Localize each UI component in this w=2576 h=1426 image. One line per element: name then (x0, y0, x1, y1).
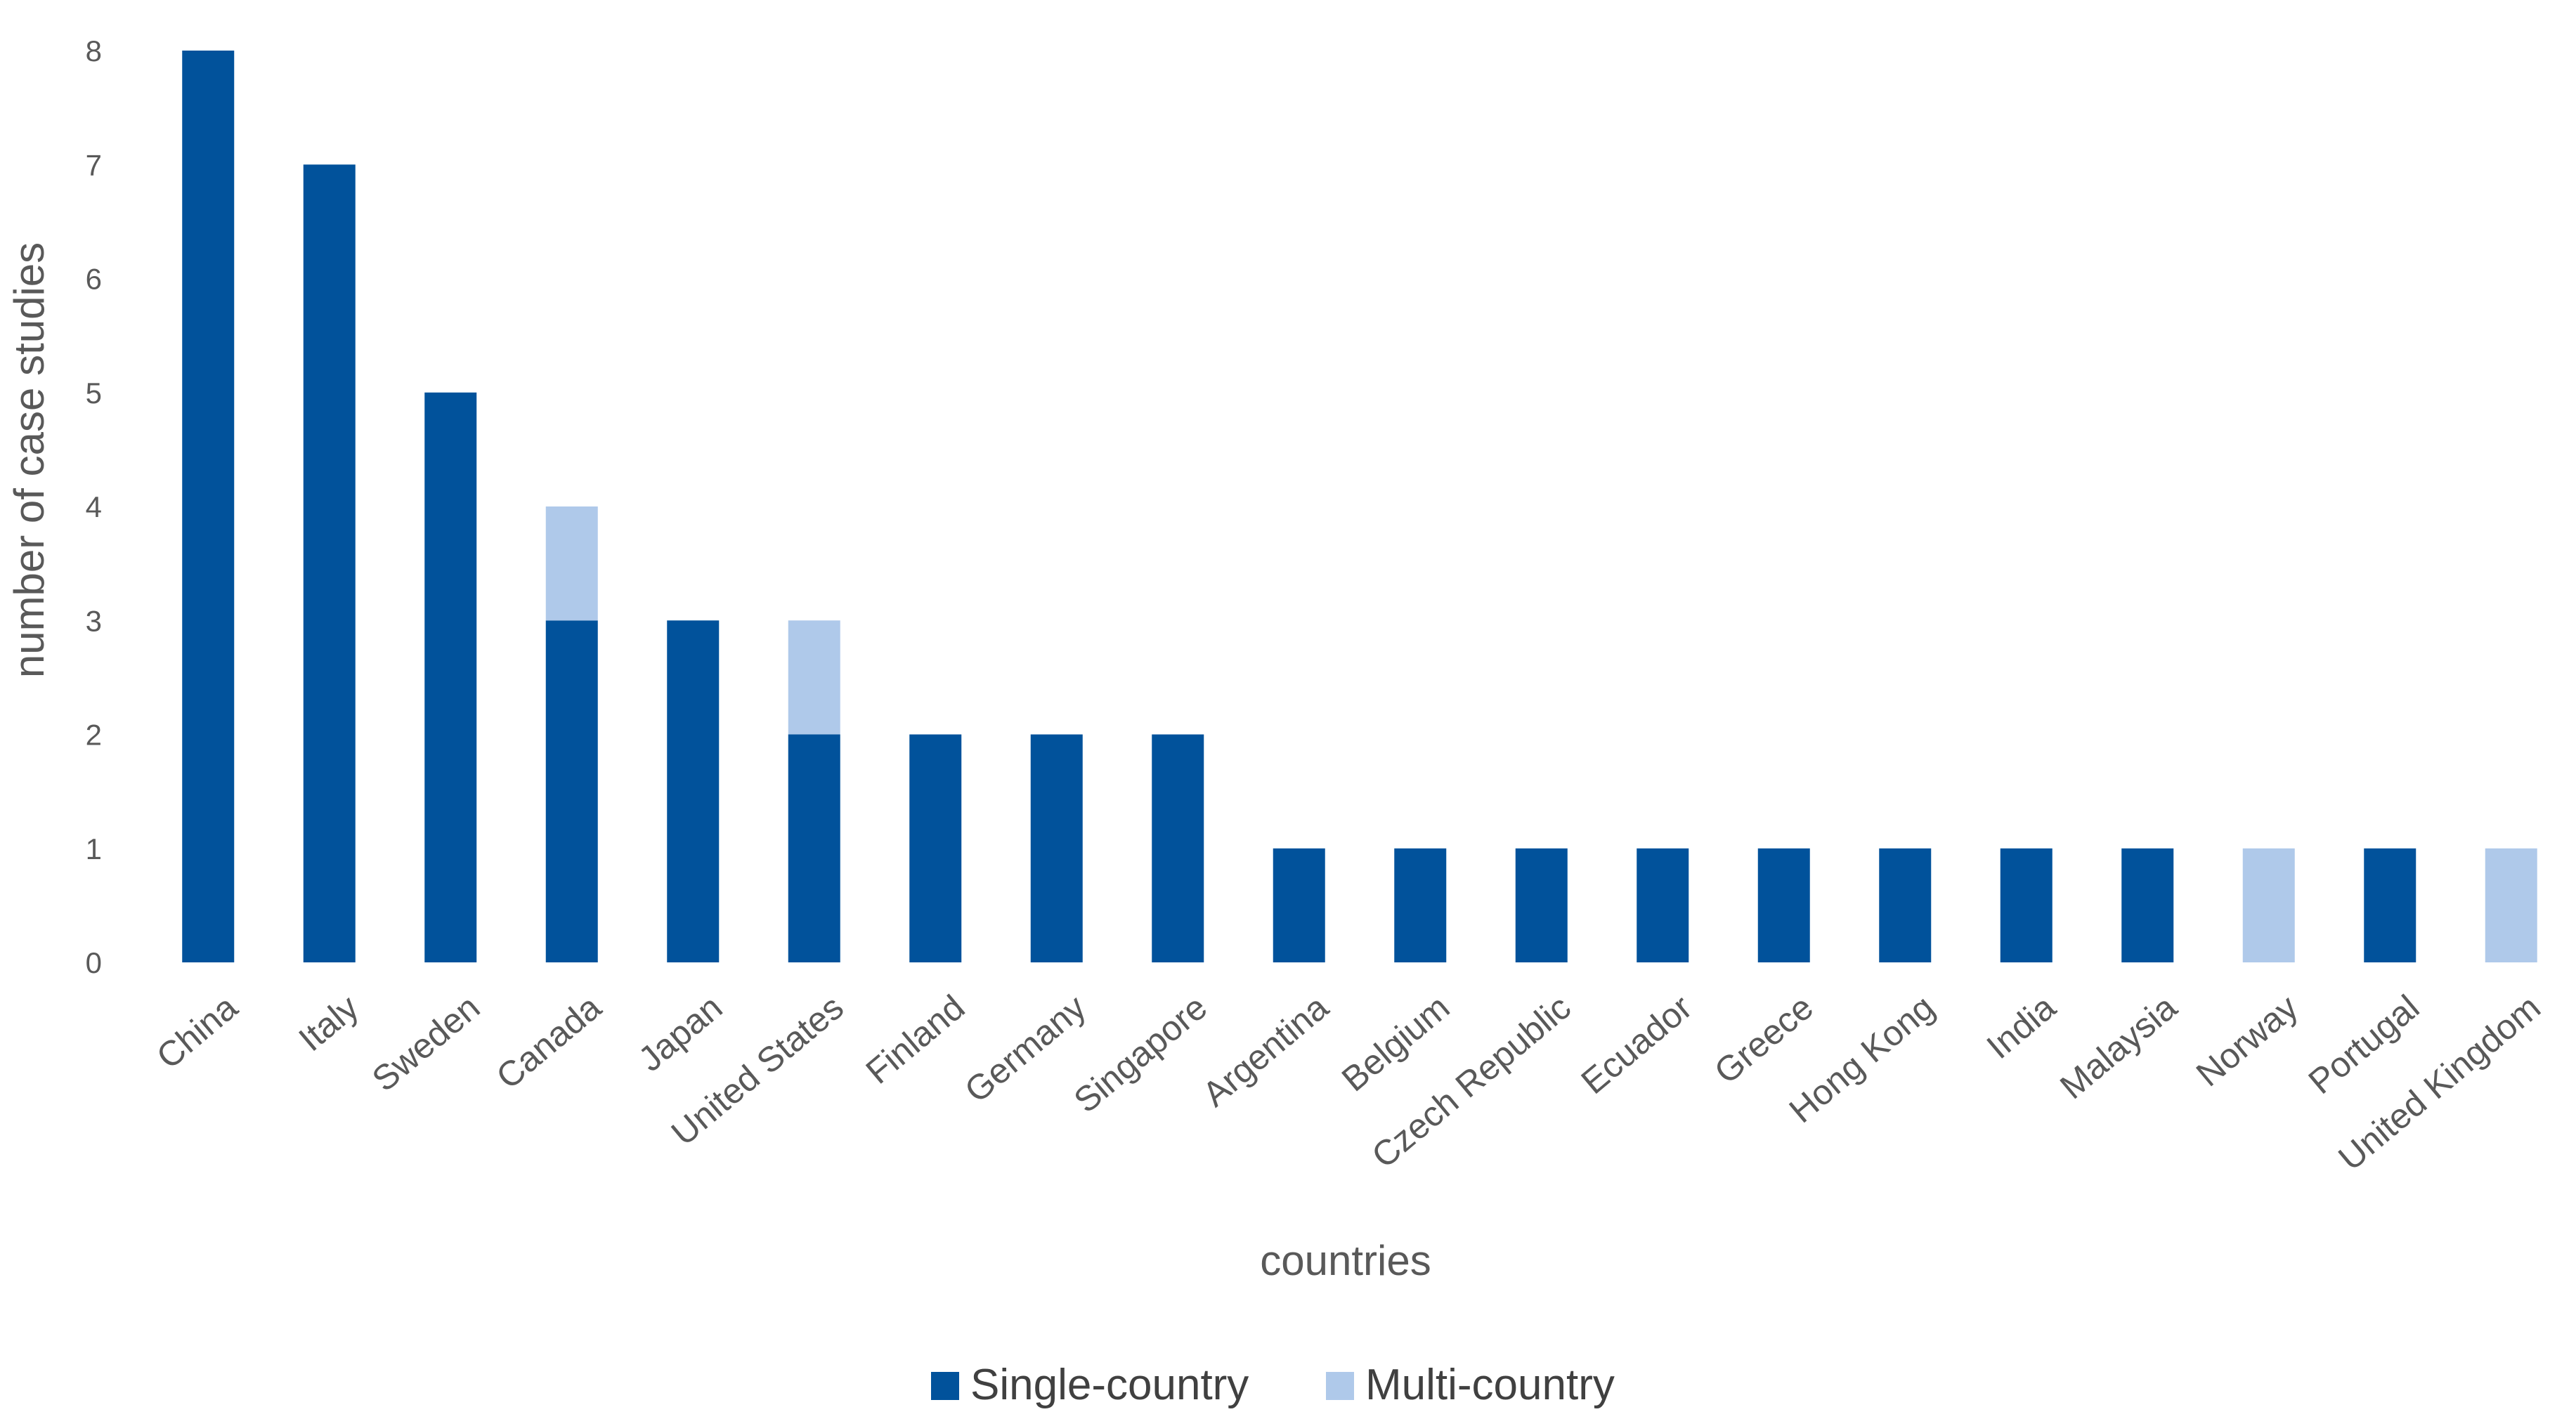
bar-single-country (1030, 734, 1083, 962)
bar-multi-country (2485, 848, 2537, 962)
bar-multi-country (545, 506, 598, 621)
bar-single-country (545, 620, 598, 962)
bar-single-country (2000, 848, 2053, 962)
y-axis-ticks: 0 1 2 3 4 5 6 7 8 (86, 34, 102, 979)
bar-multi-country (2242, 848, 2295, 962)
x-tick-label: United Kingdom (2331, 988, 2548, 1179)
x-tick-label: Greece (1707, 988, 1821, 1092)
bar-single-country (424, 392, 477, 962)
bars (182, 51, 2537, 962)
x-axis-title: countries (1260, 1237, 1431, 1284)
bar-single-country (1757, 848, 1810, 962)
x-tick-label: Finland (859, 988, 972, 1092)
bar-multi-country (788, 620, 840, 735)
bar-single-country (1515, 848, 1568, 962)
bar-single-country (182, 51, 235, 962)
bar-single-country (909, 734, 962, 962)
x-tick-label: Sweden (365, 988, 487, 1099)
bar-single-country (1637, 848, 1689, 962)
y-tick-label: 3 (86, 604, 102, 637)
bar-single-country (2121, 848, 2174, 962)
bar-single-country (1152, 734, 1204, 962)
y-tick-label: 2 (86, 719, 102, 752)
x-tick-label: Ecuador (1574, 988, 1700, 1102)
x-tick-label: India (1979, 987, 2063, 1066)
bar-single-country (788, 734, 840, 962)
legend-label-multi-country: Multi-country (1365, 1361, 1615, 1409)
y-tick-label: 7 (86, 148, 102, 181)
x-tick-label: Malaysia (2053, 987, 2184, 1106)
bar-single-country (303, 164, 356, 962)
x-tick-label: Czech Republic (1365, 988, 1578, 1176)
y-tick-label: 0 (86, 946, 102, 979)
bar-single-country (1879, 848, 1932, 962)
x-tick-label: Italy (292, 988, 366, 1059)
y-tick-label: 5 (86, 377, 102, 410)
legend-swatch-single-country (931, 1372, 959, 1400)
x-tick-label: Belgium (1334, 988, 1457, 1099)
y-tick-label: 8 (86, 34, 102, 67)
y-tick-label: 4 (86, 490, 102, 523)
y-tick-label: 1 (86, 832, 102, 865)
legend: Single-country Multi-country (931, 1361, 1615, 1409)
bar-single-country (667, 620, 720, 962)
y-tick-label: 6 (86, 263, 102, 296)
x-tick-label: Argentina (1195, 987, 1336, 1114)
legend-label-single-country: Single-country (970, 1361, 1249, 1409)
x-tick-label: Japan (631, 988, 729, 1079)
x-tick-label: China (149, 987, 245, 1076)
bar-single-country (2364, 848, 2416, 962)
x-tick-label: Singapore (1067, 988, 1215, 1120)
bar-single-country (1273, 848, 1325, 962)
bar-single-country (1394, 848, 1447, 962)
y-axis-title: number of case studies (6, 242, 53, 678)
legend-swatch-multi-country (1326, 1372, 1354, 1400)
x-tick-label: Norway (2189, 988, 2305, 1094)
x-tick-label: Canada (489, 987, 609, 1097)
